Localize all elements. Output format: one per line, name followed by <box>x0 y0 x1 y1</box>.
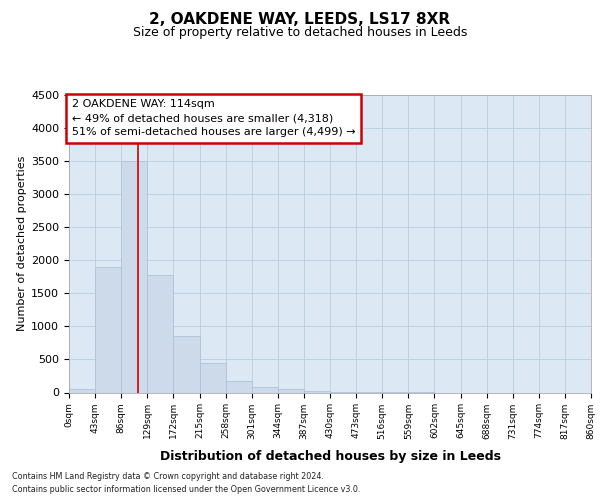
Text: Contains public sector information licensed under the Open Government Licence v3: Contains public sector information licen… <box>12 485 361 494</box>
Bar <box>69 389 95 392</box>
Bar <box>304 390 330 392</box>
Text: Contains HM Land Registry data © Crown copyright and database right 2024.: Contains HM Land Registry data © Crown c… <box>12 472 324 481</box>
Text: 2, OAKDENE WAY, LEEDS, LS17 8XR: 2, OAKDENE WAY, LEEDS, LS17 8XR <box>149 12 451 28</box>
Bar <box>121 161 148 392</box>
Bar <box>199 363 226 392</box>
Bar <box>173 336 199 392</box>
Text: Size of property relative to detached houses in Leeds: Size of property relative to detached ho… <box>133 26 467 39</box>
Bar <box>278 389 304 392</box>
Bar <box>252 386 278 392</box>
Text: 2 OAKDENE WAY: 114sqm
← 49% of detached houses are smaller (4,318)
51% of semi-d: 2 OAKDENE WAY: 114sqm ← 49% of detached … <box>71 100 355 138</box>
Y-axis label: Number of detached properties: Number of detached properties <box>17 156 27 332</box>
Bar <box>95 267 121 392</box>
Bar <box>148 275 173 392</box>
X-axis label: Distribution of detached houses by size in Leeds: Distribution of detached houses by size … <box>160 450 500 462</box>
Bar <box>226 381 252 392</box>
